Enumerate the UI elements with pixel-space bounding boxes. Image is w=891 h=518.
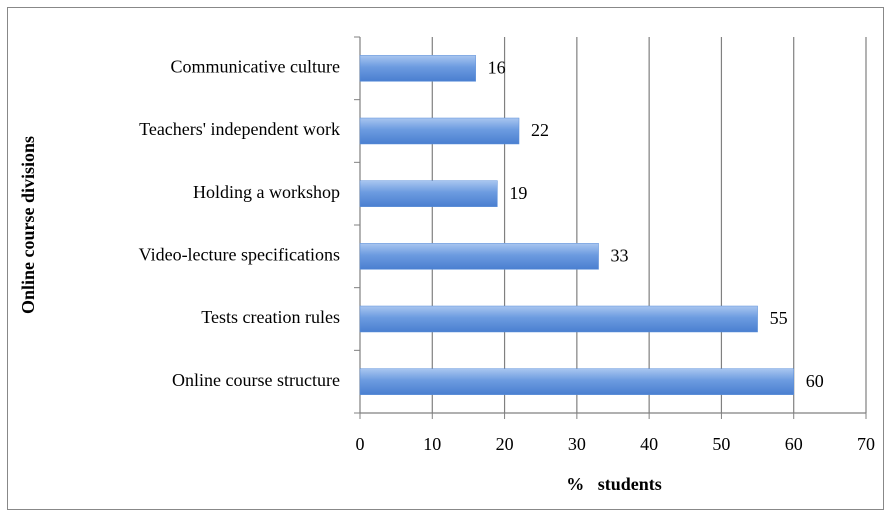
x-tick-label: 70	[857, 434, 875, 454]
bar	[359, 117, 520, 145]
y-tick-label: Communicative culture	[171, 56, 340, 76]
x-tick-label: 30	[568, 434, 586, 454]
y-tick-label: Online course structure	[172, 370, 340, 390]
data-label: 60	[806, 371, 824, 391]
y-tick-label: Video-lecture specifications	[139, 244, 340, 264]
x-tick-label: 0	[356, 434, 365, 454]
x-tick-label: 50	[712, 434, 730, 454]
x-tick-label: 40	[640, 434, 658, 454]
bar	[359, 243, 599, 270]
data-label: 55	[770, 308, 788, 328]
x-tick-label: 10	[423, 434, 441, 454]
bar	[359, 368, 794, 395]
data-label: 16	[488, 57, 506, 77]
y-tick-label: Teachers' independent work	[139, 119, 340, 139]
data-label: 33	[611, 245, 629, 265]
bar	[359, 55, 476, 82]
x-tick-label: 60	[785, 434, 803, 454]
y-tick-label: Holding a workshop	[193, 182, 340, 202]
x-tick-label: 20	[496, 434, 514, 454]
bar	[359, 180, 498, 207]
data-label: 19	[509, 183, 527, 203]
y-tick-label: Tests creation rules	[201, 307, 340, 327]
data-label: 22	[531, 120, 549, 140]
y-axis-label: Online course divisions	[18, 136, 38, 314]
bar	[359, 305, 758, 333]
x-axis-label: % students	[566, 474, 662, 494]
